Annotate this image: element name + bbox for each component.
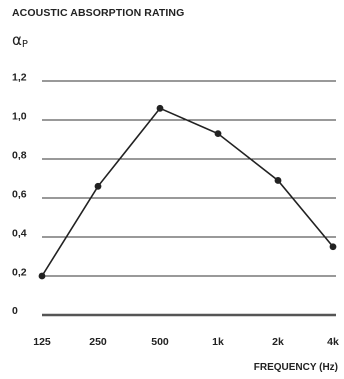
- y-tick-label-6: 1,2: [12, 72, 27, 84]
- x-tick-label-2: 500: [151, 336, 169, 348]
- x-tick-label-0: 125: [33, 336, 51, 348]
- data-point-125: [38, 272, 46, 280]
- data-point-1k: [214, 130, 222, 138]
- x-axis-label: FREQUENCY (Hz): [253, 362, 338, 373]
- y-tick-label-5: 1,0: [12, 111, 27, 123]
- chart-title: ACOUSTIC ABSORPTION RATING: [12, 7, 185, 19]
- x-tick-labels: 125 250 500 1k 2k 4k: [33, 336, 339, 348]
- y-axis-symbol: α: [12, 31, 22, 49]
- series-line-0: [41, 107, 334, 277]
- x-tick-label-5: 4k: [327, 336, 339, 348]
- data-point-500: [156, 104, 164, 112]
- data-point-250: [94, 182, 102, 190]
- y-tick-label-3: 0,6: [12, 189, 27, 201]
- x-tick-label-3: 1k: [212, 336, 224, 348]
- x-tick-label-1: 250: [89, 336, 107, 348]
- data-point-2k: [274, 177, 282, 184]
- y-tick-label-2: 0,4: [12, 228, 27, 240]
- data-point-4k: [329, 243, 337, 251]
- series-group: [38, 104, 337, 280]
- y-axis-subscript: P: [21, 39, 28, 50]
- x-tick-label-4: 2k: [272, 336, 284, 348]
- y-tick-label-4: 0,8: [12, 150, 27, 162]
- y-tick-label-0: 0: [12, 305, 18, 317]
- y-axis-label: αP: [12, 31, 28, 50]
- y-tick-labels: 0 0,2 0,4 0,6 0,8 1,0 1,2: [12, 72, 27, 318]
- y-tick-label-1: 0,2: [12, 267, 27, 279]
